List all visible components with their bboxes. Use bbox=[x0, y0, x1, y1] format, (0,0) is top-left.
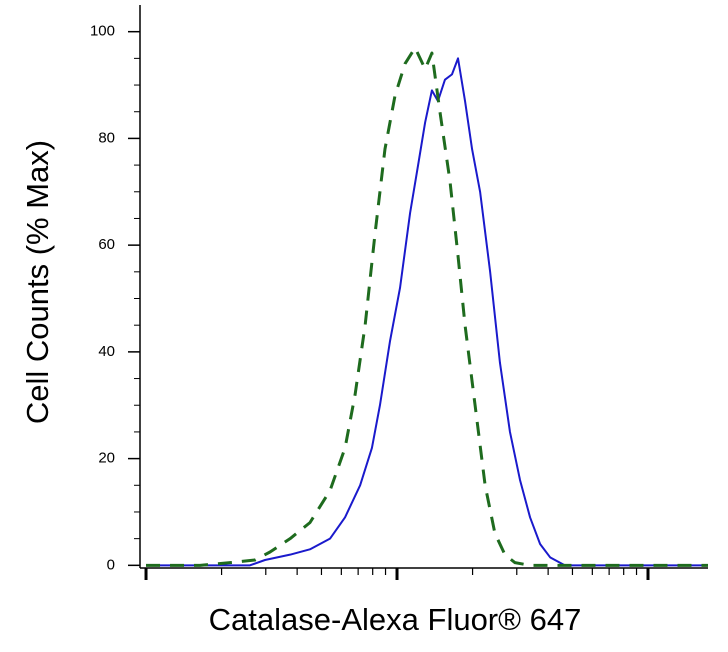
series-line bbox=[146, 46, 708, 567]
x-axis-label: Catalase-Alexa Fluor® 647 bbox=[209, 602, 582, 637]
y-tick-label: 20 bbox=[98, 450, 115, 467]
y-axis-label: Cell Counts (% Max) bbox=[20, 140, 55, 424]
y-tick-label: 0 bbox=[107, 556, 115, 573]
y-tick-label: 100 bbox=[90, 23, 115, 40]
y-tick-label: 80 bbox=[98, 129, 115, 146]
series-line bbox=[146, 57, 708, 567]
y-tick-label: 60 bbox=[98, 236, 115, 253]
y-tick-label: 40 bbox=[98, 343, 115, 360]
